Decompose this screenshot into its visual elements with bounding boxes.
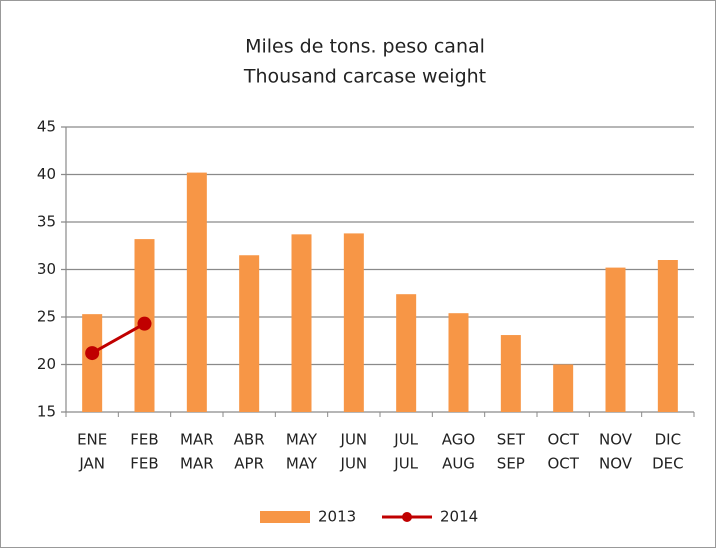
x-tick-label: ABR [234,431,265,449]
x-tick-label: MAY [286,431,318,449]
legend-label: 2014 [440,508,478,526]
x-tick-label: DEC [652,455,684,473]
x-tick-label: OCT [547,431,579,449]
x-tick-label: MAR [180,431,214,449]
chart-title: Miles de tons. peso canal [245,36,485,58]
legend-swatch [260,511,310,523]
bar [605,267,626,412]
chart-title: Thousand carcase weight [243,66,486,88]
bar [396,294,417,412]
bar [186,172,207,412]
x-tick-label: JUN [340,431,368,449]
x-tick-label: ENE [77,431,107,449]
y-tick-label: 40 [37,165,56,183]
x-tick-label: SEP [497,455,525,473]
x-tick-label: JUL [393,455,418,473]
point [137,316,152,331]
x-tick-label: MAY [286,455,318,473]
x-tick-label: OCT [547,455,579,473]
x-tick-label: FEB [130,455,158,473]
bar [239,255,260,412]
y-tick-label: 45 [37,118,56,136]
bar [82,314,103,412]
x-tick-label: NOV [599,455,633,473]
x-tick-label: JUN [340,455,368,473]
x-tick-label: FEB [130,431,158,449]
bar [553,364,574,412]
bar [291,234,312,412]
legend-label: 2013 [318,508,356,526]
x-tick-label: SET [497,431,526,449]
line [91,322,146,355]
bar [657,260,678,412]
x-tick-label: MAR [180,455,214,473]
point [85,346,100,361]
bar [448,313,469,412]
y-tick-label: 35 [37,213,56,231]
x-tick-label: AUG [442,455,475,473]
bar [343,233,364,412]
x-tick-label: JAN [78,455,105,473]
legend-swatch [402,512,412,522]
y-tick-label: 20 [37,355,56,373]
y-tick-label: 30 [37,260,56,278]
y-tick-label: 15 [37,403,56,421]
y-tick-label: 25 [37,308,56,326]
x-tick-label: APR [234,455,264,473]
x-tick-label: DIC [655,431,681,449]
x-tick-label: AGO [442,431,475,449]
bar [500,335,521,412]
x-tick-label: NOV [599,431,633,449]
x-tick-label: JUL [393,431,418,449]
